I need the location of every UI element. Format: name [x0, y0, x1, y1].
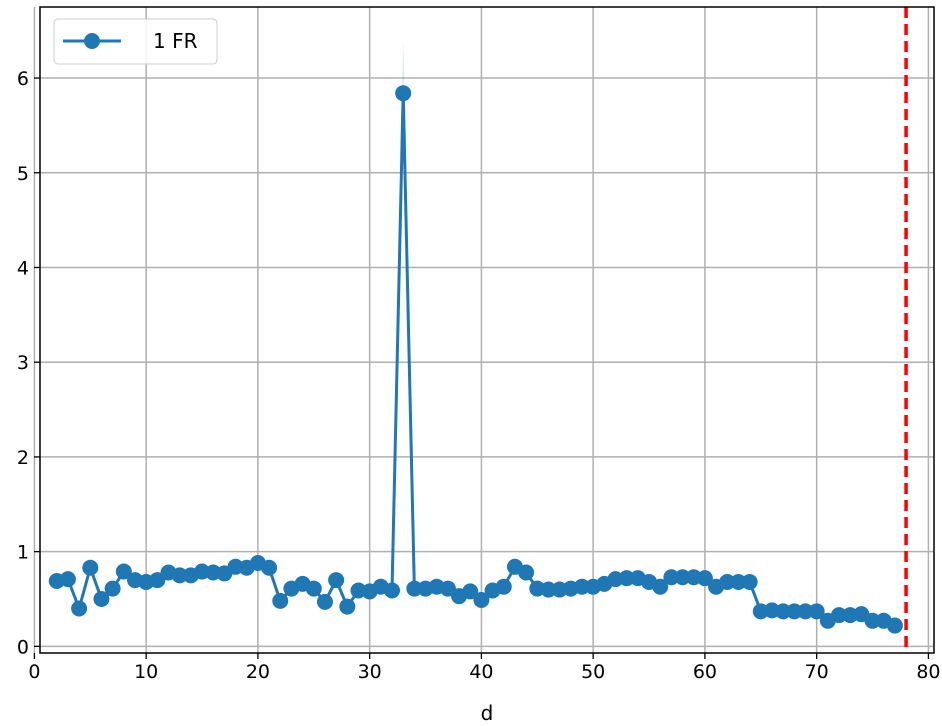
legend: 1 FR	[53, 18, 218, 65]
y-tick-label: 0	[17, 636, 29, 658]
data-point	[719, 573, 736, 590]
data-point	[93, 591, 110, 608]
data-point	[261, 559, 278, 576]
data-point	[864, 612, 881, 629]
legend-marker-swatch	[84, 33, 100, 49]
data-point	[674, 569, 691, 586]
legend-box	[53, 18, 218, 65]
x-tick-label: 80	[916, 661, 940, 683]
axis-ticks: 0 10 20 30 40 50 60 70 80 0 1 2 3 4 5 6	[17, 68, 941, 683]
series-1fr	[48, 85, 903, 634]
data-point	[573, 578, 590, 595]
data-point	[272, 592, 289, 609]
x-axis-label: d	[481, 701, 494, 725]
data-point	[518, 564, 535, 581]
data-point	[808, 603, 825, 620]
plot-frame	[39, 6, 935, 654]
data-point	[473, 591, 490, 608]
legend-entry-label: 1 FR	[153, 29, 198, 53]
y-tick-label: 5	[17, 163, 29, 185]
data-point	[663, 569, 680, 586]
data-point	[149, 572, 166, 589]
data-point	[82, 559, 99, 576]
data-point	[395, 85, 412, 102]
data-point	[59, 571, 76, 588]
data-point	[339, 598, 356, 615]
x-tick-label: 70	[805, 661, 829, 683]
data-point	[652, 578, 669, 595]
x-tick-label: 60	[693, 661, 717, 683]
grid-lines	[33, 7, 934, 653]
x-tick-label: 40	[469, 661, 493, 683]
y-tick-label: 2	[17, 447, 29, 469]
data-point	[115, 563, 132, 580]
data-point	[406, 580, 423, 597]
data-point	[495, 578, 512, 595]
x-tick-label: 30	[358, 661, 382, 683]
x-tick-label: 0	[28, 661, 40, 683]
data-point	[305, 580, 322, 597]
data-point	[886, 617, 903, 634]
data-point	[462, 583, 479, 600]
y-tick-label: 3	[17, 352, 29, 374]
y-tick-label: 6	[17, 68, 29, 90]
data-point	[775, 603, 792, 620]
data-point	[328, 572, 345, 589]
data-point	[439, 580, 456, 597]
data-point	[831, 607, 848, 624]
data-point	[696, 570, 713, 587]
data-point	[384, 582, 401, 599]
y-tick-label: 1	[17, 542, 29, 564]
data-point	[104, 580, 121, 597]
data-point	[71, 600, 88, 617]
y-tick-label: 4	[17, 257, 29, 279]
data-point	[741, 573, 758, 590]
data-point	[730, 573, 747, 590]
data-point	[618, 570, 635, 587]
data-point	[797, 603, 814, 620]
data-point	[786, 603, 803, 620]
x-tick-label: 10	[134, 661, 158, 683]
data-point	[316, 593, 333, 610]
data-point	[540, 581, 557, 598]
x-tick-label: 50	[581, 661, 605, 683]
data-point	[171, 567, 188, 584]
x-tick-label: 20	[246, 661, 270, 683]
